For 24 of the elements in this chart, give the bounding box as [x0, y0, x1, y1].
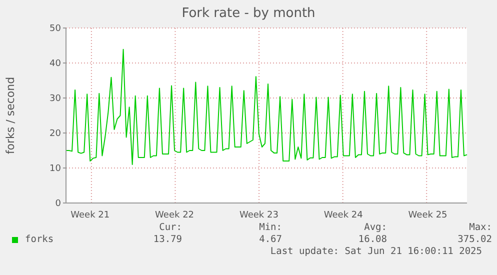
x-tick-label: Week 23: [239, 210, 278, 220]
text: 16.08: [357, 234, 387, 245]
y-tick-label: 0: [55, 199, 62, 210]
text: 4.67: [258, 234, 282, 245]
x-tick-label: Week 24: [324, 210, 364, 220]
legend-label: forks: [25, 234, 54, 245]
text: 375.02: [456, 234, 492, 245]
text: Avg:: [363, 222, 387, 233]
x-tick-label: Week 22: [155, 210, 194, 220]
text: Cur:: [158, 222, 182, 233]
y-tick-label: 30: [50, 94, 62, 104]
y-tick-label: 40: [50, 59, 62, 70]
text: Min:: [258, 222, 282, 233]
text: Max:: [468, 222, 492, 233]
chart-title: Fork rate - by month: [180, 6, 316, 21]
y-tick-label: 10: [50, 164, 62, 174]
x-tick-label: Week 25: [408, 210, 448, 220]
y-tick-label: 50: [50, 24, 62, 34]
y-tick-label: 20: [50, 129, 62, 140]
text: Last update: Sat Jun 21 16:00:11 2025: [270, 246, 482, 257]
x-tick-label: Week 21: [70, 210, 110, 220]
text: 13.79: [152, 234, 182, 245]
y-axis-title: forks / second: [4, 76, 17, 154]
line-series: [66, 48, 468, 165]
